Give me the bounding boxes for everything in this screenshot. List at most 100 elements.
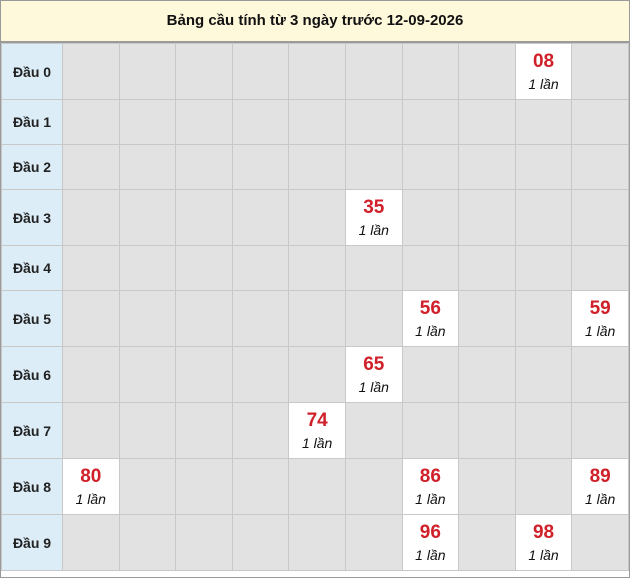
- count: 1 lần: [358, 221, 389, 238]
- cell: [175, 245, 233, 291]
- count: 1 lần: [415, 546, 446, 563]
- cell: [118, 189, 177, 246]
- cell: 74 1 lần: [288, 402, 346, 459]
- cell: [62, 290, 120, 347]
- cell: 96 1 lần: [401, 514, 460, 571]
- cell: 80 1 lần: [62, 458, 120, 515]
- cell: [401, 189, 460, 246]
- cell: [175, 290, 233, 347]
- row-label: Đầu 8: [1, 458, 63, 515]
- count: 1 lần: [584, 490, 616, 507]
- cell: [288, 245, 346, 291]
- cell: [514, 245, 573, 291]
- row: Đầu 6 65 1 lần: [1, 346, 629, 403]
- cell: [458, 514, 516, 571]
- cell: [288, 189, 346, 246]
- cell: [62, 402, 120, 459]
- cell: [175, 402, 233, 459]
- cell: [571, 346, 629, 403]
- count: 1 lần: [584, 322, 616, 339]
- cell: 89 1 lần: [571, 458, 629, 515]
- row: Đầu 3 35 1 lần: [1, 189, 629, 246]
- count: 1 lần: [415, 490, 446, 507]
- number: 98: [532, 521, 555, 543]
- cell: [571, 245, 629, 291]
- cell: [514, 346, 573, 403]
- row-label: Đầu 7: [1, 402, 63, 459]
- cell: [231, 402, 290, 459]
- cell: [571, 43, 629, 100]
- cell: [62, 43, 120, 100]
- cell: [344, 99, 403, 145]
- cell: [62, 346, 120, 403]
- cell: [62, 144, 120, 190]
- cell: [62, 514, 120, 571]
- cell: [401, 245, 460, 291]
- cell: [118, 245, 177, 291]
- cell: [288, 290, 346, 347]
- cell: [514, 144, 573, 190]
- cell: [175, 43, 233, 100]
- cell: [344, 245, 403, 291]
- cell: [401, 402, 460, 459]
- cell: [514, 99, 573, 145]
- cell: [175, 99, 233, 145]
- cell: [458, 290, 516, 347]
- cell: [514, 290, 573, 347]
- cell: [571, 99, 629, 145]
- row-label: Đầu 9: [1, 514, 63, 571]
- cell: [231, 290, 290, 347]
- count: 1 lần: [301, 434, 333, 451]
- cell: 86 1 lần: [401, 458, 460, 515]
- cell: [288, 99, 346, 145]
- row-label: Đầu 2: [1, 144, 63, 190]
- number: 74: [306, 409, 328, 431]
- number: 96: [419, 521, 441, 543]
- cell: [514, 189, 573, 246]
- cell: [231, 99, 290, 145]
- row: Đầu 0 08 1 lần: [1, 43, 629, 100]
- cell: 56 1 lần: [401, 290, 460, 347]
- cell: [288, 514, 346, 571]
- cell: [118, 290, 177, 347]
- cell: 59 1 lần: [571, 290, 629, 347]
- cell: [231, 144, 290, 190]
- row: Đầu 5 56 1 lần 59 1 lần: [1, 290, 629, 347]
- row: Đầu 7 74 1 lần: [1, 402, 629, 459]
- number: 59: [589, 297, 611, 319]
- count: 1 lần: [528, 75, 559, 92]
- cell: [458, 245, 516, 291]
- cell: [288, 43, 346, 100]
- count: 1 lần: [415, 322, 446, 339]
- number: 56: [419, 297, 441, 319]
- row: Đầu 1: [1, 99, 629, 145]
- cell: 65 1 lần: [344, 346, 403, 403]
- cell: [458, 144, 516, 190]
- row-label: Đầu 0: [1, 43, 63, 100]
- cell: [118, 402, 177, 459]
- row: Đầu 2: [1, 144, 629, 190]
- cell: [62, 245, 120, 291]
- cell: [118, 43, 177, 100]
- cell: [62, 189, 120, 246]
- cell: [288, 144, 346, 190]
- row-label: Đầu 3: [1, 189, 63, 246]
- title: Bảng cầu tính từ 3 ngày trước 12-09-2026: [1, 1, 629, 43]
- cell: [231, 346, 290, 403]
- cell: [118, 346, 177, 403]
- cell: [175, 189, 233, 246]
- cell: 08 1 lần: [514, 43, 573, 100]
- cell: 35 1 lần: [344, 189, 403, 246]
- cell: [571, 189, 629, 246]
- cell: [458, 43, 516, 100]
- cell: [175, 458, 233, 515]
- cell: [288, 458, 346, 515]
- number: 65: [363, 353, 385, 375]
- cell: [344, 144, 403, 190]
- cell: [344, 290, 403, 347]
- cell: [344, 514, 403, 571]
- cell: [175, 514, 233, 571]
- cell: [118, 458, 177, 515]
- cell: [571, 144, 629, 190]
